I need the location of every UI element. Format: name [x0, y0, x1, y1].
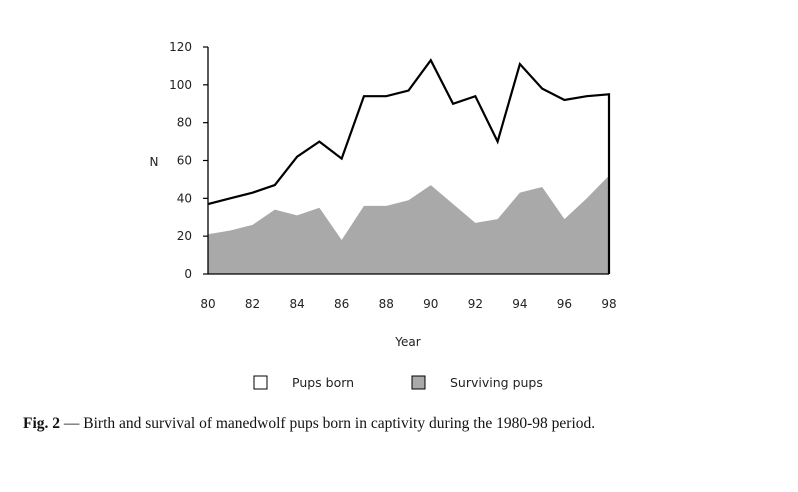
x-axis-label: Year: [394, 335, 420, 349]
y-tick-label: 100: [169, 78, 192, 92]
y-axis-label: N: [150, 155, 159, 169]
y-tick-label: 20: [177, 229, 192, 243]
y-tick-label: 40: [177, 191, 192, 205]
caption-text: — Birth and survival of manedwolf pups b…: [60, 415, 596, 432]
tick-labels: 0 20 40 60 80 100 120 80 82 84 86 88 90 92 94 96 98: [169, 40, 617, 311]
x-tick-label: 94: [512, 297, 527, 311]
y-tick-label: 80: [177, 116, 192, 130]
x-tick-label: 90: [423, 297, 438, 311]
figure-caption: Fig. 2 — Birth and survival of manedwolf…: [23, 415, 783, 433]
axes: [203, 46, 609, 275]
y-tick-label: 120: [169, 40, 192, 54]
series-pups-born-line: [207, 58, 611, 274]
x-tick-label: 92: [468, 297, 483, 311]
series-surviving-pups-area: [208, 175, 609, 274]
x-tick-label: 84: [289, 297, 304, 311]
legend: Pups born Surviving pups: [253, 375, 543, 390]
legend-label-pups-born: Pups born: [292, 375, 354, 390]
plot-area: [207, 58, 611, 274]
x-tick-label: 80: [200, 297, 215, 311]
caption-label: Fig. 2: [23, 415, 61, 432]
legend-swatch-surviving-pups: [411, 375, 426, 390]
legend-item-pups-born: Pups born: [253, 375, 354, 390]
x-tick-label: 88: [379, 297, 394, 311]
x-tick-label: 96: [557, 297, 572, 311]
x-tick-label: 86: [334, 297, 349, 311]
y-tick-label: 0: [184, 267, 192, 281]
x-tick-label: 98: [601, 297, 616, 311]
legend-label-surviving-pups: Surviving pups: [450, 375, 543, 390]
legend-item-surviving-pups: Surviving pups: [411, 375, 543, 390]
legend-swatch-pups-born: [253, 375, 268, 390]
y-tick-label: 60: [177, 154, 192, 168]
x-tick-label: 82: [245, 297, 260, 311]
